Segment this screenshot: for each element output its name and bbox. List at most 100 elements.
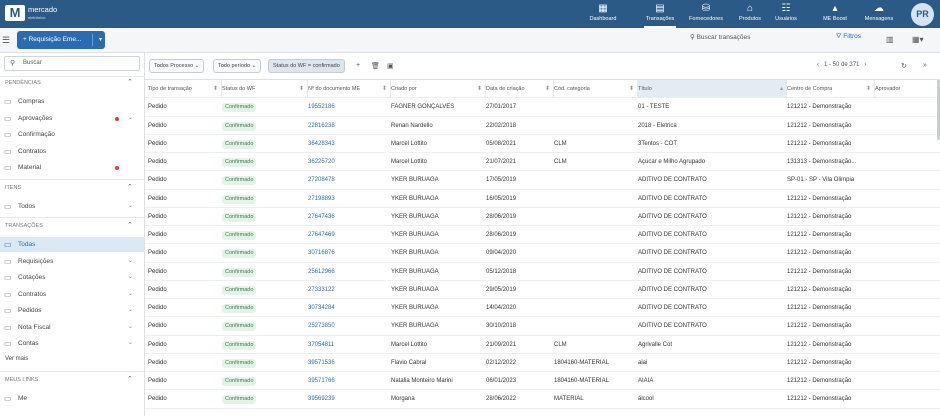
nav-mensagens[interactable]: ☁ Mensagens — [862, 0, 896, 28]
document-link[interactable]: 19552186 — [308, 104, 335, 111]
table-row[interactable]: Pedido Confirmado 39571766 Natalia Monteiro… — [145, 372, 940, 391]
table-row[interactable]: Pedido Confirmado 19552186 FAGNER GONÇALVES… — [145, 98, 940, 117]
table-cell[interactable]: 39569239 — [308, 390, 391, 408]
chevron-down-icon[interactable]: ▾ — [98, 37, 102, 43]
table-row[interactable]: Pedido Confirmado 27333122 YKER BURUAGA 29/0… — [145, 281, 940, 299]
table-row[interactable]: Pedido Confirmado 37054811 Marcel Lottito 21… — [145, 336, 940, 354]
document-link[interactable]: 27647436 — [308, 213, 335, 220]
transaction-search[interactable]: ⚲ Buscar transações — [690, 33, 750, 41]
column-header[interactable]: Tipo de transação ⬍ — [148, 80, 222, 98]
nav-meboost[interactable]: ▴ ME Boost — [822, 0, 848, 28]
sort-icon[interactable]: ⬍ — [298, 86, 304, 92]
document-link[interactable]: 30716876 — [308, 250, 335, 257]
document-link[interactable]: 27208478 — [308, 177, 335, 184]
collapse-section-icon[interactable]: ⌃ — [127, 375, 133, 383]
table-row[interactable]: Pedido Confirmado 30716876 YKER BURUAGA 09/0… — [145, 244, 940, 263]
table-row[interactable]: Pedido Confirmado 27647469 YKER BURUAGA 28/0… — [145, 226, 940, 245]
next-page-icon[interactable]: › — [864, 62, 867, 68]
table-cell[interactable]: 30734284 — [308, 299, 391, 317]
sidebar-item-confirmao[interactable]: ▭ Confirmação — [0, 127, 144, 142]
chevron-down-icon[interactable]: ⌄ — [128, 340, 134, 346]
trash-icon[interactable]: 🗑 — [371, 63, 380, 70]
nav-produtos[interactable]: ⌂ Produtos — [736, 0, 764, 28]
sort-icon[interactable]: ⬍ — [476, 86, 482, 92]
sidebar-item-aprovaes[interactable]: ▭ Aprovações ⌄ — [0, 111, 144, 126]
column-header[interactable]: Cód. categoria ⬍ — [554, 80, 638, 98]
sort-icon[interactable]: ⬍ — [212, 86, 218, 92]
see-more-link[interactable]: Ver mais — [5, 355, 29, 362]
column-header[interactable]: Data de criação ⬍ — [486, 80, 554, 98]
sort-icon[interactable]: ⬍ — [628, 86, 634, 92]
collapse-icon[interactable]: » — [923, 62, 927, 69]
collapse-section-icon[interactable]: ⌃ — [127, 222, 133, 229]
document-link[interactable]: 36428343 — [308, 140, 335, 147]
period-filter[interactable]: Todo período ⌄ — [213, 59, 262, 73]
add-filter-icon[interactable]: + — [356, 62, 361, 69]
document-link[interactable]: 25612966 — [308, 268, 335, 275]
columns-icon[interactable]: ▦▾ — [912, 35, 924, 44]
table-cell[interactable]: 36428343 — [308, 135, 391, 153]
chevron-down-icon[interactable]: ⌄ — [128, 114, 134, 121]
sidebar-item-pedidos[interactable]: ▭ Pedidos ⌄ — [0, 303, 144, 318]
collapse-section-icon[interactable]: ⌃ — [127, 183, 133, 191]
sort-icon[interactable]: ⬍ — [865, 86, 871, 92]
filters-button[interactable]: ⛛ Filtros — [836, 33, 861, 41]
sidebar-item-todos[interactable]: ▭ Todos ⌄ — [0, 199, 144, 214]
chevron-down-icon[interactable]: ⌄ — [128, 307, 134, 313]
table-row[interactable]: Pedido Confirmado 39571536 Flavio Cabral 02/… — [145, 354, 940, 372]
table-cell[interactable]: 27647469 — [308, 226, 391, 244]
sidebar-item-contratos[interactable]: ▭ Contratos — [0, 144, 144, 159]
table-cell[interactable]: 22816238 — [308, 117, 391, 135]
collapse-section-icon[interactable]: ⌃ — [127, 79, 133, 86]
document-link[interactable]: 22816238 — [308, 122, 335, 129]
menu-icon[interactable]: ☰ — [2, 35, 11, 45]
table-row[interactable]: Pedido Confirmado 27208478 YKER BURUAGA 17/0… — [145, 171, 940, 190]
sidebar-search-input[interactable]: ⚲ Buscar — [4, 56, 140, 71]
nav-usurios[interactable]: ☷ Usuários — [772, 0, 800, 28]
column-header[interactable]: Centro de Compra ⬍ — [787, 80, 875, 98]
sort-ascending-icon[interactable]: ▴ — [779, 86, 783, 92]
table-row[interactable]: Pedido Confirmado 30734284 YKER BURUAGA 14/0… — [145, 299, 940, 318]
refresh-icon[interactable]: ↻ — [901, 63, 907, 70]
document-link[interactable]: 37054811 — [308, 341, 335, 348]
column-header[interactable]: Aprovador — [875, 80, 940, 98]
sidebar-item-requisies[interactable]: ▭ Requisições ⌄ — [0, 254, 144, 269]
table-cell[interactable]: 19552186 — [308, 98, 391, 116]
sidebar-item-todas[interactable]: ▭ Todas — [0, 237, 144, 252]
sidebar-item-compras[interactable]: ▭ Compras — [0, 94, 144, 109]
table-cell[interactable]: 25273850 — [308, 317, 391, 335]
table-row[interactable]: Pedido Confirmado 22816238 Renan Nardello 22… — [145, 117, 940, 135]
document-link[interactable]: 27198893 — [308, 195, 335, 202]
sidebar-item-contas[interactable]: ▭ Contas ⌄ — [0, 336, 144, 351]
column-header[interactable]: Status do WF ⬍ — [222, 80, 308, 98]
table-cell[interactable]: 27333122 — [308, 281, 391, 299]
process-filter[interactable]: Todos Processo ⌄ — [149, 59, 205, 73]
document-link[interactable]: 27333122 — [308, 286, 335, 293]
column-header[interactable]: Título ▴ — [638, 80, 787, 98]
sort-icon[interactable]: ⬍ — [381, 86, 387, 92]
document-link[interactable]: 25273850 — [308, 323, 335, 330]
table-row[interactable]: Pedido Confirmado 36428343 Marcel Lottito 05… — [145, 135, 940, 153]
table-row[interactable]: Pedido Confirmado 25273850 YKER BURUAGA 30/1… — [145, 317, 940, 336]
table-cell[interactable]: 37054811 — [308, 336, 391, 354]
sidebar-item-contratos[interactable]: ▭ Contratos ⌄ — [0, 287, 144, 302]
table-row[interactable]: Pedido Confirmado 27198893 YKER BURUAGA 16/0… — [145, 190, 940, 208]
status-filter-chip[interactable]: Status do WF = confirmado — [268, 59, 345, 73]
chevron-down-icon[interactable]: ⌄ — [128, 257, 134, 264]
table-cell[interactable]: 39571536 — [308, 354, 391, 372]
document-link[interactable]: 39571766 — [308, 378, 335, 384]
sidebar-item-me[interactable]: ▭ Me — [0, 391, 144, 406]
prev-page-icon[interactable]: ‹ — [817, 62, 819, 68]
table-cell[interactable]: 27208478 — [308, 171, 391, 189]
table-row[interactable]: Pedido Confirmado 25612966 YKER BURUAGA 05/1… — [145, 263, 940, 281]
column-header[interactable]: Nº do documento ME ⬍ — [308, 80, 391, 98]
document-link[interactable]: 36225720 — [308, 159, 335, 165]
table-cell[interactable]: 27647436 — [308, 208, 391, 226]
user-avatar[interactable]: PR — [911, 3, 934, 26]
table-cell[interactable]: 39571766 — [308, 372, 391, 390]
new-requisition-button[interactable]: + Requisição Eme... ▾ — [17, 31, 105, 49]
document-link[interactable]: 39571536 — [308, 359, 335, 366]
document-link[interactable]: 30734284 — [308, 305, 335, 311]
save-icon[interactable]: ▣ — [387, 63, 394, 70]
document-link[interactable]: 39569239 — [308, 396, 335, 403]
